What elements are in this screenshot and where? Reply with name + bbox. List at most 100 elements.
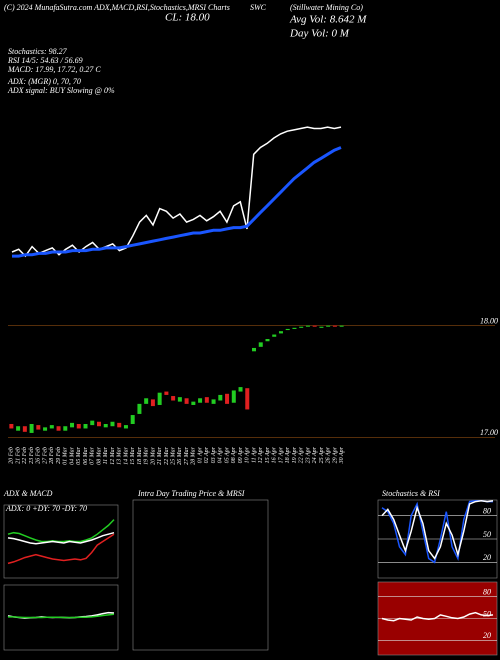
candle — [157, 392, 162, 405]
x-tick-label: 17 Apr — [278, 446, 284, 463]
x-tick-label: 05 Mar — [76, 446, 82, 464]
y-tick-label: 50 — [483, 530, 491, 539]
candle — [43, 427, 48, 431]
credits: (C) 2024 MunafaSutra.com ADX,MACD,RSI,St… — [4, 3, 230, 12]
x-tick-label: 22 Mar — [164, 446, 170, 464]
candle — [265, 339, 270, 342]
x-tick-label: 22 Apr — [299, 446, 305, 463]
x-tick-label: 18 Apr — [285, 446, 291, 463]
series-line — [381, 611, 494, 622]
series-line — [7, 533, 115, 565]
series-line — [8, 613, 115, 619]
y-tick-label: 17.00 — [480, 428, 498, 437]
y-tick-label: 80 — [483, 506, 491, 515]
x-tick-label: 26 Apr — [326, 446, 332, 463]
x-tick-label: 25 Mar — [171, 446, 177, 464]
x-tick-label: 24 Apr — [311, 446, 318, 463]
candle — [312, 325, 317, 327]
close-label: CL: 18.00 — [165, 12, 210, 24]
candle — [123, 425, 128, 429]
x-tick-label: 15 Mar — [130, 446, 136, 464]
x-tick-label: 10 Apr — [245, 446, 251, 463]
candle — [103, 423, 108, 428]
avg-vol: Avg Vol: 8.642 M — [289, 14, 367, 26]
candle — [56, 426, 61, 431]
candle — [96, 421, 101, 427]
x-tick-label: 04 Apr — [217, 446, 224, 463]
candle — [22, 426, 27, 432]
series-line — [12, 146, 342, 258]
candle — [258, 342, 263, 347]
candle — [36, 425, 41, 430]
stat: Stochastics: 98.27 — [8, 47, 68, 56]
candle — [16, 426, 21, 431]
x-tick-label: 06 Mar — [83, 446, 89, 464]
candle — [332, 325, 337, 327]
y-tick-label: 50 — [483, 609, 491, 618]
stat: ADX: (MGR) 0, 70, 70 — [7, 77, 81, 86]
day-vol: Day Vol: 0 M — [289, 28, 350, 40]
candle — [110, 421, 115, 427]
x-tick-label: 05 Apr — [224, 446, 230, 463]
candle — [292, 327, 297, 329]
company: (Stillwater Mining Co) — [290, 3, 363, 12]
x-tick-label: 14 Mar — [122, 446, 129, 464]
x-tick-label: 20 Feb — [9, 447, 15, 464]
ticker: SWC — [250, 3, 267, 12]
x-tick-label: 12 Apr — [258, 446, 264, 463]
candle — [9, 423, 14, 429]
x-tick-label: 29 Feb — [56, 447, 62, 464]
y-tick-label: 20 — [483, 553, 491, 562]
candle — [231, 390, 236, 403]
y-tick-label: 80 — [483, 587, 491, 596]
candle — [319, 326, 324, 328]
x-tick-label: 22 Feb — [22, 447, 28, 464]
candle — [144, 398, 149, 404]
candle — [90, 420, 95, 426]
x-tick-label: 11 Mar — [103, 446, 109, 464]
x-tick-label: 30 Apr — [339, 446, 345, 464]
series-line — [7, 519, 115, 543]
x-tick-label: 13 Mar — [117, 446, 123, 464]
candle — [326, 325, 331, 327]
candle — [150, 399, 155, 407]
panel-label: ADX: 0 +DY: 70 -DY: 70 — [5, 504, 87, 513]
candle — [137, 403, 142, 414]
candle — [171, 396, 176, 401]
x-tick-label: 25 Apr — [319, 446, 325, 463]
candle — [238, 387, 243, 392]
x-tick-label: 11 Apr — [251, 446, 257, 463]
candle — [76, 423, 81, 429]
x-tick-label: 21 Mar — [157, 446, 163, 464]
candle — [177, 397, 182, 402]
candle — [130, 415, 135, 424]
y-tick-label: 20 — [483, 631, 491, 640]
series-line — [7, 531, 115, 545]
panel-title: Intra Day Trading Price & MRSI — [137, 489, 245, 498]
x-tick-label: 19 Mar — [144, 446, 150, 464]
candle — [299, 326, 304, 328]
candle — [83, 423, 88, 429]
panel-title: Stochastics & RSI — [382, 489, 440, 498]
candle — [272, 334, 277, 337]
series-line — [381, 500, 493, 564]
candle — [245, 388, 250, 410]
candle — [184, 398, 189, 404]
x-tick-label: 01 Apr — [197, 446, 203, 463]
x-tick-label: 09 Apr — [238, 446, 244, 463]
candle — [339, 325, 344, 327]
candle — [305, 325, 310, 327]
x-tick-label: 01 Mar — [63, 446, 69, 464]
x-tick-label: 04 Mar — [68, 446, 75, 464]
candle — [218, 394, 223, 401]
series-line — [11, 126, 342, 258]
x-tick-label: 19 Apr — [292, 446, 298, 463]
x-tick-label: 12 Mar — [110, 446, 116, 464]
y-tick-label: 18.00 — [480, 316, 498, 325]
stat: RSI 14/5: 54.63 / 56.69 — [7, 56, 83, 65]
candle — [285, 328, 290, 331]
x-tick-label: 23 Apr — [305, 446, 311, 463]
panel-title: ADX & MACD — [3, 489, 53, 498]
candle — [164, 391, 169, 395]
candle — [70, 422, 75, 428]
